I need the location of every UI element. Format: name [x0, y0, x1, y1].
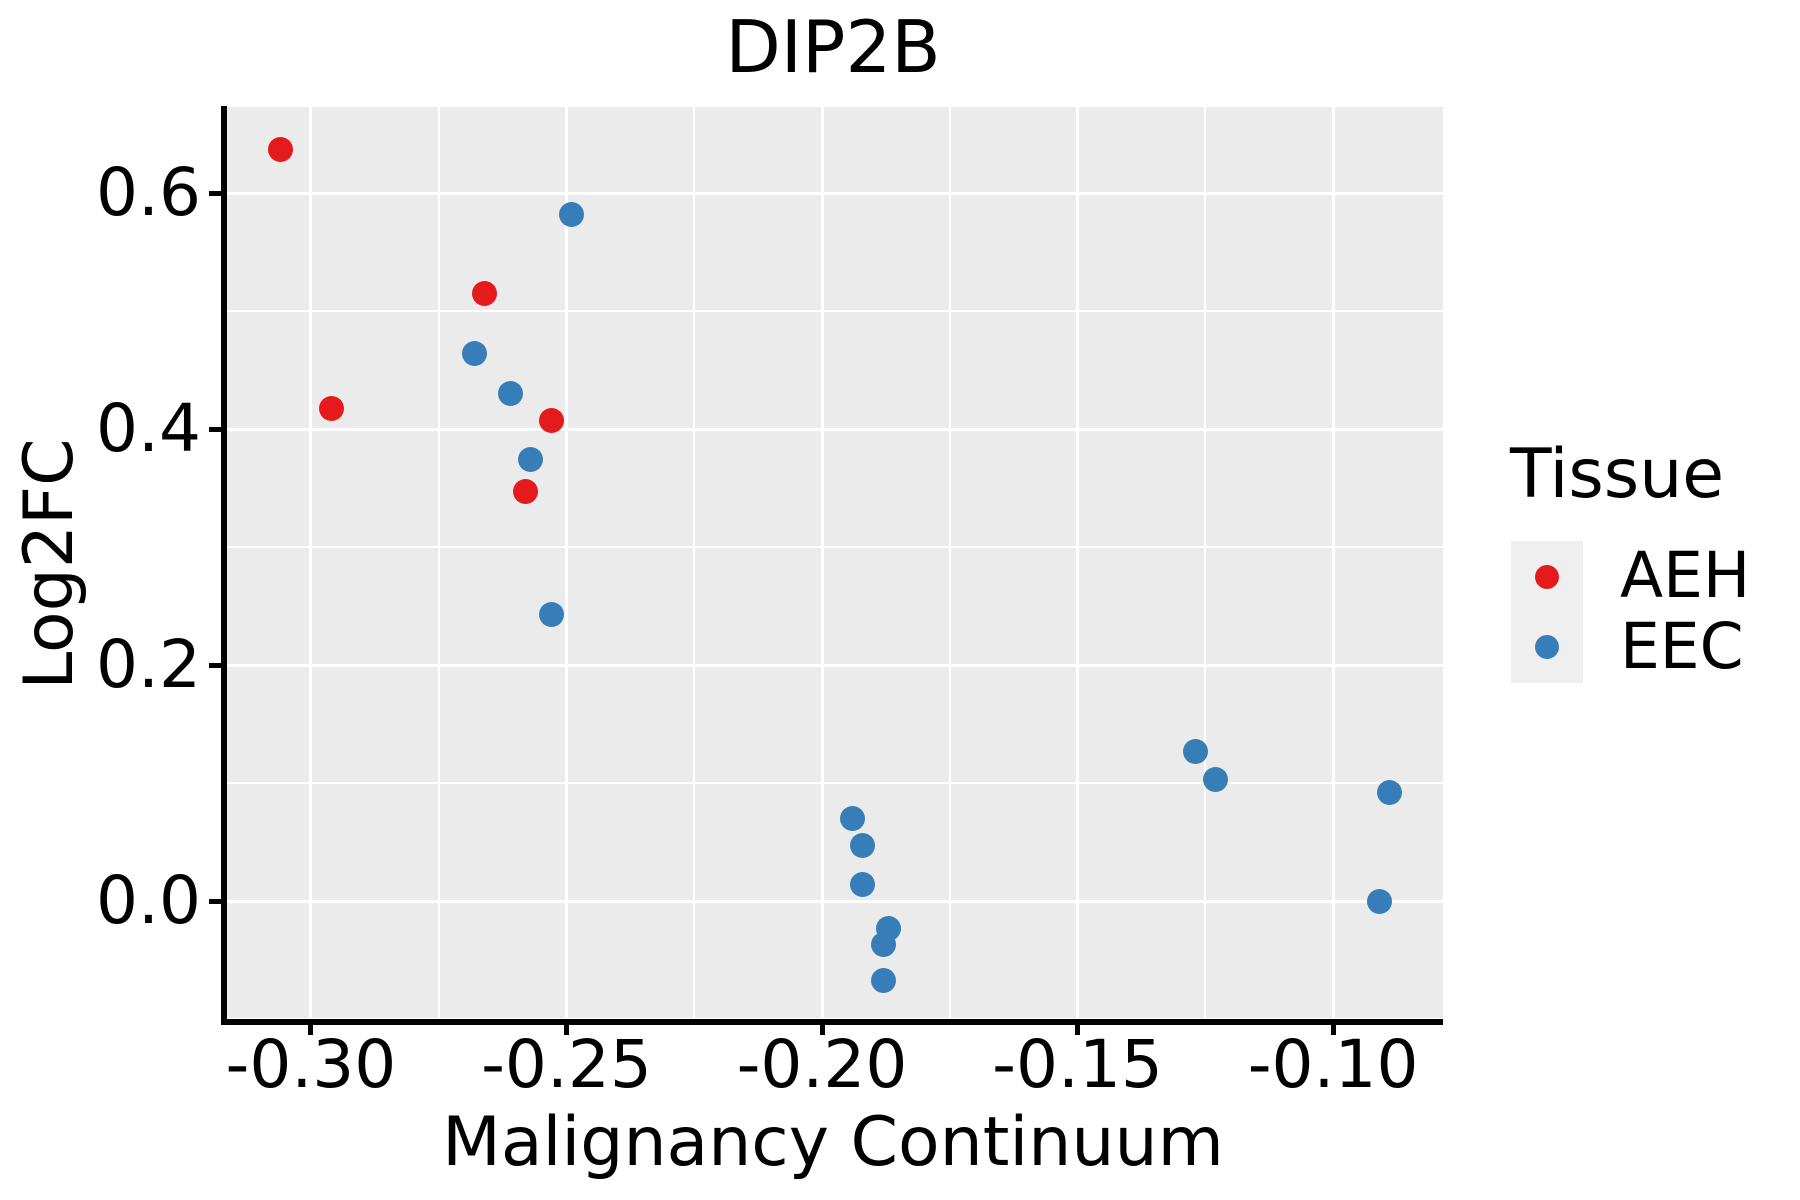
x-tick-mark [308, 1025, 314, 1035]
y-tick-mark [209, 190, 221, 196]
legend-label-eec: EEC [1620, 610, 1744, 683]
data-point-eec [850, 833, 876, 859]
x-major-gridline [564, 107, 568, 1022]
x-major-gridline [1076, 107, 1080, 1022]
x-minor-gridline [1204, 107, 1207, 1022]
x-tick-label: -0.15 [992, 1026, 1163, 1103]
x-minor-gridline [437, 107, 440, 1022]
chart-title: DIP2B [725, 5, 941, 89]
x-tick-mark [1330, 1025, 1336, 1035]
x-major-gridline [309, 107, 313, 1022]
x-tick-mark [819, 1025, 825, 1035]
x-tick-mark [1075, 1025, 1081, 1035]
data-point-eec [870, 967, 896, 993]
data-point-aeh [538, 408, 564, 434]
data-point-eec [870, 932, 896, 958]
legend-eec-dot-icon [1535, 635, 1559, 659]
x-tick-mark [563, 1025, 569, 1035]
y-tick-mark [209, 898, 221, 904]
x-axis-line [221, 1019, 1443, 1025]
legend-aeh-dot-icon [1535, 565, 1559, 589]
y-tick-label: 0.6 [96, 154, 201, 232]
x-tick-label: -0.30 [225, 1026, 397, 1103]
data-point-aeh [472, 280, 498, 306]
x-minor-gridline [948, 107, 951, 1022]
y-axis-line [221, 106, 227, 1025]
data-point-aeh [267, 136, 293, 162]
y-tick-mark [209, 426, 221, 432]
x-minor-gridline [693, 107, 696, 1022]
x-major-gridline [1331, 107, 1335, 1022]
data-point-eec [1182, 738, 1208, 764]
x-major-gridline [820, 107, 824, 1022]
y-tick-label: 0.4 [96, 390, 201, 468]
y-minor-gridline [223, 782, 1443, 785]
legend-key-background [1511, 541, 1583, 683]
data-point-eec [1203, 767, 1229, 792]
legend-title: Tissue [1510, 435, 1725, 514]
data-point-eec [497, 381, 523, 407]
data-point-eec [518, 447, 544, 473]
data-point-eec [1376, 779, 1402, 805]
y-tick-label: 0.0 [96, 862, 201, 940]
x-tick-label: -0.25 [481, 1026, 652, 1103]
y-major-gridline [223, 663, 1443, 667]
data-point-aeh [318, 396, 344, 422]
y-major-gridline [223, 899, 1443, 903]
data-point-eec [461, 341, 487, 366]
data-point-eec [850, 872, 876, 898]
y-tick-mark [209, 662, 221, 668]
y-major-gridline [223, 427, 1443, 431]
x-axis-title: Malignancy Continuum [442, 1103, 1224, 1182]
y-major-gridline [223, 191, 1443, 195]
y-minor-gridline [223, 546, 1443, 549]
y-tick-label: 0.2 [96, 626, 201, 704]
x-tick-label: -0.10 [1247, 1026, 1419, 1103]
data-point-eec [1366, 888, 1392, 914]
data-point-eec [559, 201, 585, 227]
data-point-aeh [513, 479, 539, 505]
plot-panel [223, 107, 1443, 1022]
data-point-eec [840, 805, 866, 831]
x-tick-label: -0.20 [736, 1026, 908, 1103]
data-point-eec [538, 601, 564, 627]
y-minor-gridline [223, 310, 1443, 313]
legend-label-aeh: AEH [1620, 539, 1751, 612]
